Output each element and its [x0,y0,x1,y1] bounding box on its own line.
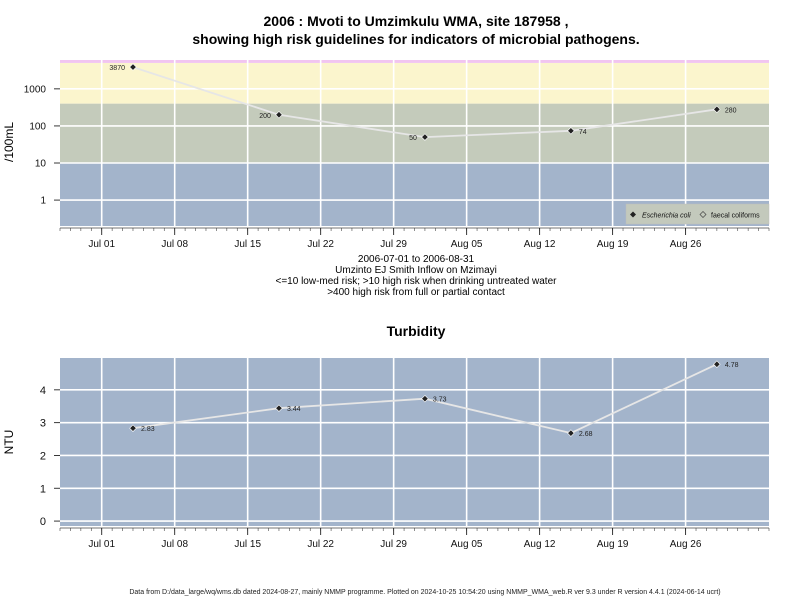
turbidity-data-label: 3.44 [287,406,301,413]
subtitle-line-2: Umzinto EJ Smith Inflow on Mzimayi [335,265,497,276]
subtitle-line-4: >400 high risk from full or partial cont… [327,287,505,298]
bottom-x-tick-label: Jul 15 [234,539,261,550]
legend-label-ecoli: Escherichia coli [642,213,691,220]
top-x-tick-label: Aug 19 [597,239,629,250]
ecoli-data-label: 280 [725,107,737,114]
ecoli-data-point [129,63,137,71]
ecoli-data-point [275,111,283,119]
plot-background [60,358,769,526]
top-x-tick-label: Jul 22 [307,239,334,250]
risk-band-3 [60,60,769,63]
top-x-tick-label: Aug 12 [524,239,556,250]
bottom-x-tick-label: Jul 08 [161,539,188,550]
legend-marker-ecoli [630,211,636,218]
chart-title-line-2: showing high risk guidelines for indicat… [192,31,640,47]
turbidity-data-point [567,429,575,437]
ecoli-data-point [567,127,575,135]
ecoli-data-label: 3870 [109,65,125,72]
top-x-tick-label: Jul 01 [88,239,115,250]
turbidity-title: Turbidity [386,323,446,339]
turbidity-data-label: 2.83 [141,426,155,433]
legend-box [625,203,770,225]
bottom-x-tick-label: Aug 12 [524,539,556,550]
turbidity-data-point [713,360,721,368]
ecoli-data-label: 50 [409,135,417,142]
bottom-x-tick-label: Aug 26 [670,539,702,550]
y-tick-label: 1000 [24,84,47,95]
footer-note: Data from D:/data_large/wq/wms.db dated … [129,589,721,596]
legend-marker-faecal [699,211,707,218]
turbidity-data-label: 4.78 [725,362,739,369]
y-tick-label: 2 [40,450,46,462]
turbidity-data-point [129,424,137,432]
bottom-x-tick-label: Jul 22 [307,539,334,550]
top-x-tick-label: Aug 05 [451,239,483,250]
bottom-x-tick-label: Jul 29 [380,539,407,550]
turbidity-data-point [275,404,283,412]
risk-band-1 [60,103,769,164]
y-tick-label: 1 [40,196,46,207]
y-tick-label: 4 [40,385,46,397]
subtitle-line-1: 2006-07-01 to 2006-08-31 [357,254,475,265]
bottom-x-tick-label: Aug 19 [597,539,629,550]
turbidity-data-label: 2.68 [579,431,593,438]
top-x-tick-label: Aug 26 [670,239,702,250]
y-tick-label: 100 [29,121,46,132]
turbidity-data-label: 3.73 [433,397,447,404]
top-x-tick-label: Jul 29 [380,239,407,250]
chart-title-line-1: 2006 : Mvoti to Umzimkulu WMA, site 1879… [263,13,569,29]
subtitle-line-3: <=10 low-med risk; >10 high risk when dr… [275,276,557,287]
risk-band-2 [60,62,769,104]
y-tick-label: 10 [35,159,47,170]
ecoli-data-label: 200 [259,113,271,120]
legend-label-faecal: faecal coliforms [711,213,760,220]
y-tick-label: 0 [40,516,46,528]
y-tick-label: 3 [40,418,46,430]
turbidity-data-point [421,394,429,403]
top-x-tick-label: Jul 08 [161,239,188,250]
bottom-x-tick-label: Jul 01 [88,539,115,550]
bottom-x-tick-label: Aug 05 [451,539,483,550]
top-x-tick-label: Jul 15 [234,239,261,250]
ecoli-data-label: 74 [579,129,587,136]
ecoli-data-point [421,133,429,141]
ecoli-data-point [713,105,721,114]
y-tick-label: 1 [40,483,46,495]
